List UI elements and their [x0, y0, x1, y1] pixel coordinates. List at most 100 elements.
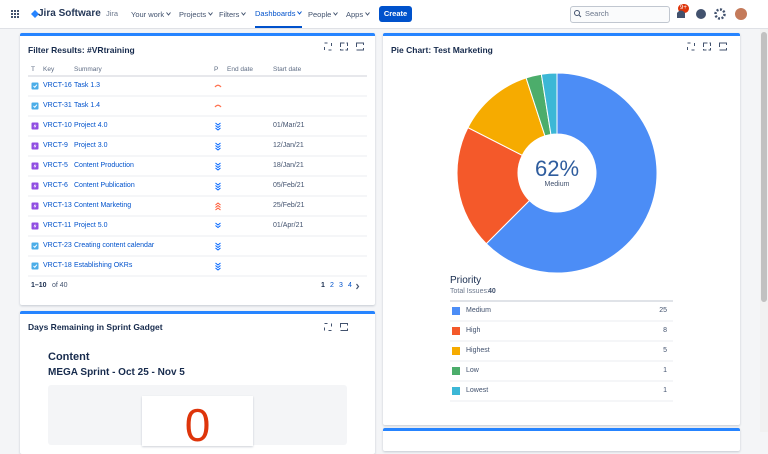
gadget-action-icon: [340, 42, 348, 51]
search-box[interactable]: [570, 6, 670, 23]
nav-item[interactable]: Projects: [179, 0, 213, 28]
settings-icon: [714, 8, 726, 20]
issue-summary[interactable]: Content Publication: [74, 182, 135, 189]
nav-item[interactable]: Apps: [346, 0, 370, 28]
priority-icon: [215, 142, 221, 146]
epic-bolt: [33, 123, 37, 129]
issue-summary[interactable]: Content Production: [74, 162, 134, 169]
priority-icon: [214, 104, 222, 108]
issue-summary[interactable]: Content Marketing: [74, 202, 132, 209]
caret-shape: [166, 12, 171, 16]
column-header: Summary: [74, 66, 102, 73]
issue-key[interactable]: VRCT-23: [43, 242, 72, 249]
issue-key[interactable]: VRCT-11: [43, 222, 72, 229]
priority-icon: [215, 167, 221, 171]
gadget-action-icon: [340, 323, 348, 331]
issue-key[interactable]: VRCT-16: [43, 82, 72, 89]
legend-swatch: [452, 387, 460, 395]
page-link[interactable]: 3: [339, 282, 343, 289]
epic-bolt: [33, 223, 37, 229]
product-name[interactable]: Jira Software: [38, 8, 101, 19]
total-value: 40: [488, 288, 496, 295]
issue-summary[interactable]: Establishing OKRs: [74, 262, 133, 269]
issue-summary[interactable]: Project 4.0: [74, 122, 108, 129]
issue-key[interactable]: VRCT-10: [43, 122, 72, 129]
page-link[interactable]: 2: [330, 282, 334, 289]
issue-summary[interactable]: Project 5.0: [74, 222, 108, 229]
legend-title: Priority: [450, 275, 482, 286]
site-name: Jira: [106, 9, 119, 18]
app-switcher-dot: [11, 13, 13, 15]
priority-icon: [215, 262, 221, 266]
app-switcher-dot: [14, 13, 16, 15]
notification-badge: 9+: [678, 4, 689, 13]
app-switcher-dot: [14, 10, 16, 12]
nav-label: Filters: [219, 9, 240, 19]
search-placeholder: Search: [585, 9, 609, 18]
task-check: [33, 84, 38, 89]
epic-bolt: [33, 183, 37, 189]
caret: [166, 12, 171, 16]
avatar: [735, 8, 747, 20]
app-switcher-dot: [17, 16, 19, 18]
priority-icon: [215, 225, 221, 229]
issue-key[interactable]: VRCT-18: [43, 262, 72, 269]
start-date: 25/Feb/21: [273, 202, 305, 209]
caret-shape: [297, 11, 303, 15]
nav-item[interactable]: Filters: [219, 0, 247, 28]
issue-summary[interactable]: Creating content calendar: [74, 242, 155, 249]
gadget-title: Pie Chart: Test Marketing: [391, 45, 493, 55]
priority-icon: [215, 187, 221, 191]
priority-icon: [215, 185, 221, 189]
page-link[interactable]: 1: [321, 282, 325, 289]
priority-icon: [215, 182, 221, 186]
legend-label: Highest: [466, 347, 490, 354]
start-date: 05/Feb/21: [273, 182, 305, 189]
issue-summary[interactable]: Task 1.3: [74, 82, 101, 89]
pie-slice: [485, 72, 658, 274]
center-label: 62%: [535, 156, 579, 181]
start-date: 01/Apr/21: [273, 222, 304, 229]
task-icon: [31, 242, 39, 250]
legend-label: Low: [466, 367, 479, 374]
nav-item[interactable]: Dashboards: [255, 0, 303, 28]
legend-value: 1: [663, 387, 667, 394]
search-icon: [578, 14, 582, 18]
caret-shape: [333, 12, 339, 16]
legend-swatch: [452, 307, 460, 315]
priority-icon: [215, 222, 221, 226]
issue-key[interactable]: VRCT-5: [43, 162, 68, 169]
caret: [297, 11, 303, 15]
issue-summary[interactable]: Task 1.4: [74, 102, 101, 109]
issue-key[interactable]: VRCT-13: [43, 202, 72, 209]
epic-bolt: [33, 163, 37, 169]
nav-item[interactable]: Your work: [131, 0, 171, 28]
pie-slice: [456, 126, 531, 245]
caret: [333, 12, 339, 16]
create-button[interactable]: Create: [379, 6, 412, 22]
task-check: [33, 244, 38, 249]
priority-icon: [215, 267, 221, 271]
priority-icon: [215, 122, 221, 126]
task-check: [33, 104, 38, 109]
nav-item[interactable]: People: [308, 0, 339, 28]
legend-label: High: [466, 327, 481, 334]
issue-key[interactable]: VRCT-31: [43, 102, 72, 109]
help-icon: [696, 9, 706, 19]
legend-label: Lowest: [466, 387, 489, 394]
gadget-action-icon: [719, 42, 727, 51]
sprint-name: MEGA Sprint - Oct 25 - Nov 5: [48, 367, 185, 378]
page-link[interactable]: 4: [348, 282, 352, 289]
priority-icon: [215, 265, 221, 269]
caret: [365, 12, 370, 16]
priority-icon: [215, 245, 221, 249]
caret-shape: [365, 12, 370, 16]
legend-value: 8: [663, 327, 667, 334]
issue-key[interactable]: VRCT-6: [43, 182, 68, 189]
start-date: 18/Jan/21: [273, 162, 304, 169]
issue-summary[interactable]: Project 3.0: [74, 142, 108, 149]
issue-key[interactable]: VRCT-9: [43, 142, 68, 149]
scrollbar-thumb[interactable]: [761, 32, 767, 302]
gadget-action-icon: [703, 42, 711, 51]
start-date: 01/Mar/21: [273, 122, 305, 129]
